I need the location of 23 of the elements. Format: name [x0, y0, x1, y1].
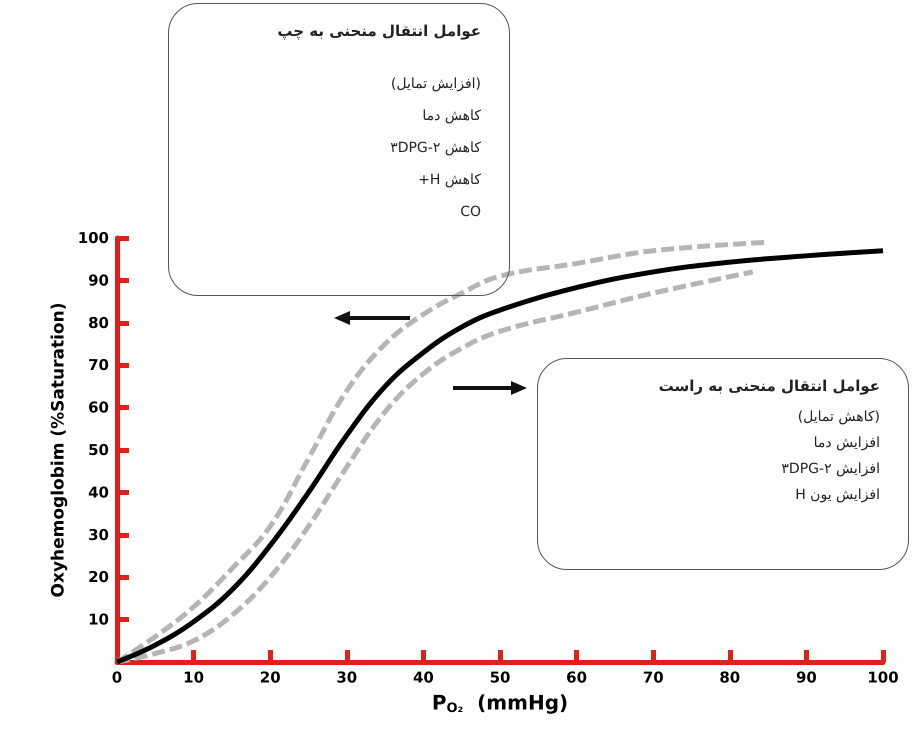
x-tick-label: 60	[566, 668, 588, 686]
y-tick-label: 10	[88, 610, 109, 629]
y-tick-label: 40	[88, 483, 109, 502]
x-tick-label: 10	[183, 668, 204, 686]
y-tick-label: 100	[78, 229, 109, 247]
y-axis-title: Oxyhemoglobim (%Saturation)	[48, 302, 68, 598]
y-tick-label: 30	[88, 526, 109, 544]
x-tick-label: 40	[412, 668, 434, 686]
x-tick-label: 50	[490, 668, 510, 686]
y-tick-label: 60	[88, 398, 109, 417]
y-tick-label: 70	[88, 356, 109, 374]
x-tick-label: 70	[642, 668, 664, 686]
x-tick-label: 90	[796, 668, 817, 686]
x-tick-label: 80	[719, 668, 740, 686]
y-tick-label: 50	[88, 441, 109, 459]
annotation: عوامل انتقال منحنی به راست (کاهش تمایل) افزایش دما افزایش ۲-۳DPG افزایش یون H	[658, 377, 880, 503]
y-tick-label: 90	[88, 271, 109, 290]
x-tick-label: 0	[112, 668, 122, 686]
y-tick-label: 20	[88, 568, 109, 586]
x-tick-label: 100	[867, 668, 899, 686]
y-tick-label: 80	[88, 314, 109, 332]
x-tick-label: 30	[336, 668, 358, 686]
x-tick-label: 20	[260, 668, 281, 686]
